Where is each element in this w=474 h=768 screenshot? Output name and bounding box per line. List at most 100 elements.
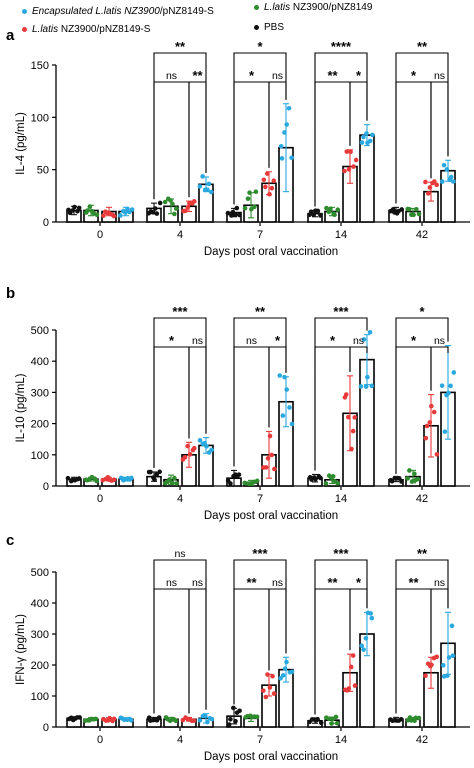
data-point (174, 481, 179, 486)
data-point (333, 714, 339, 720)
data-point (451, 370, 457, 375)
data-point (450, 653, 456, 659)
data-point (369, 615, 375, 621)
data-point (148, 469, 153, 475)
chart-panel-a: a 0 50 100 150 0 4 7 14 42 Days post oral vaccinat… (6, 27, 470, 258)
data-point (129, 475, 134, 481)
significance-label: * (330, 333, 336, 348)
significance-label: ** (192, 68, 203, 83)
data-point (441, 162, 447, 168)
data-point (369, 383, 375, 389)
legend-label: NZ3900/pNZ8149-S (58, 24, 151, 35)
data-point (182, 454, 188, 460)
y-tick-label: 400 (31, 598, 49, 610)
significance-bracket (268, 346, 287, 428)
data-point (434, 654, 440, 660)
y-tick-label: 300 (31, 629, 49, 641)
data-point (156, 715, 162, 720)
significance-label: *** (172, 304, 188, 319)
x-tick-label: 14 (335, 229, 347, 241)
data-point (157, 200, 163, 206)
data-point (342, 168, 347, 174)
data-point (225, 210, 231, 216)
significance-bracket (268, 588, 287, 671)
x-tick-label: 14 (335, 493, 347, 505)
panel-letter: c (6, 532, 14, 549)
significance-label: **** (331, 39, 352, 54)
data-point (253, 189, 259, 194)
data-point (261, 177, 267, 183)
data-point (289, 669, 295, 675)
data-point (439, 383, 445, 388)
data-point (287, 405, 292, 410)
data-point (203, 713, 208, 719)
data-point (75, 209, 80, 214)
data-point (351, 164, 356, 169)
significance-label: ** (246, 575, 257, 590)
y-tick-label: 300 (31, 387, 49, 399)
data-point (423, 179, 428, 185)
data-point (332, 212, 337, 218)
y-tick-label: 200 (31, 660, 49, 672)
data-point (431, 409, 437, 415)
data-point (279, 156, 285, 161)
data-point (252, 204, 257, 210)
significance-bracket (268, 81, 287, 168)
data-point (208, 189, 214, 195)
data-point (254, 478, 260, 484)
significance-label: * (411, 68, 417, 83)
data-point (226, 722, 232, 727)
x-tick-label: 7 (257, 734, 263, 746)
data-point (111, 477, 117, 483)
data-point (101, 213, 106, 218)
data-point (416, 715, 422, 721)
data-point (451, 179, 456, 184)
data-point (389, 478, 395, 484)
data-point (128, 718, 134, 723)
data-point (344, 149, 350, 154)
data-point (263, 184, 268, 190)
x-tick-label: 42 (416, 493, 428, 505)
data-point (434, 452, 440, 457)
significance-bracket (349, 346, 368, 372)
data-point (162, 199, 168, 205)
data-point (448, 383, 453, 389)
data-point (245, 196, 251, 201)
data-point (209, 447, 214, 453)
significance-label: ** (327, 68, 338, 83)
data-point (197, 718, 203, 723)
y-axis-label: IL-10 (pg/mL) (15, 373, 27, 442)
data-point (289, 155, 294, 161)
bar (359, 134, 375, 223)
y-tick-label: 500 (31, 567, 49, 579)
significance-label: * (169, 333, 175, 348)
legend-item-pbs: PBS (254, 22, 284, 33)
significance-label: ns (166, 577, 177, 589)
y-tick-label: 500 (31, 325, 49, 337)
data-point (65, 475, 71, 481)
data-point (367, 329, 373, 335)
significance-label: *** (252, 546, 268, 561)
significance-label: ns (174, 548, 185, 560)
significance-label: ns (246, 335, 257, 347)
data-point (439, 179, 445, 184)
x-tick-label: 7 (257, 493, 263, 505)
significance-bracket (349, 81, 368, 146)
significance-bracket (153, 81, 190, 200)
data-point (363, 384, 369, 389)
data-point (269, 452, 275, 458)
x-axis-label: Days post oral vaccination (204, 510, 338, 522)
data-point (237, 708, 242, 714)
data-point (286, 105, 292, 111)
data-point (269, 185, 275, 191)
data-point (367, 138, 373, 144)
data-point (191, 445, 197, 451)
data-point (271, 691, 277, 696)
data-point (173, 206, 179, 211)
data-point (191, 718, 197, 723)
data-point (267, 685, 273, 690)
x-axis-label: Days post oral vaccination (204, 751, 338, 763)
data-point (416, 211, 422, 217)
legend-item-llatis: L.latis NZ3900/pNZ8149 (254, 2, 372, 13)
data-point (343, 392, 349, 397)
